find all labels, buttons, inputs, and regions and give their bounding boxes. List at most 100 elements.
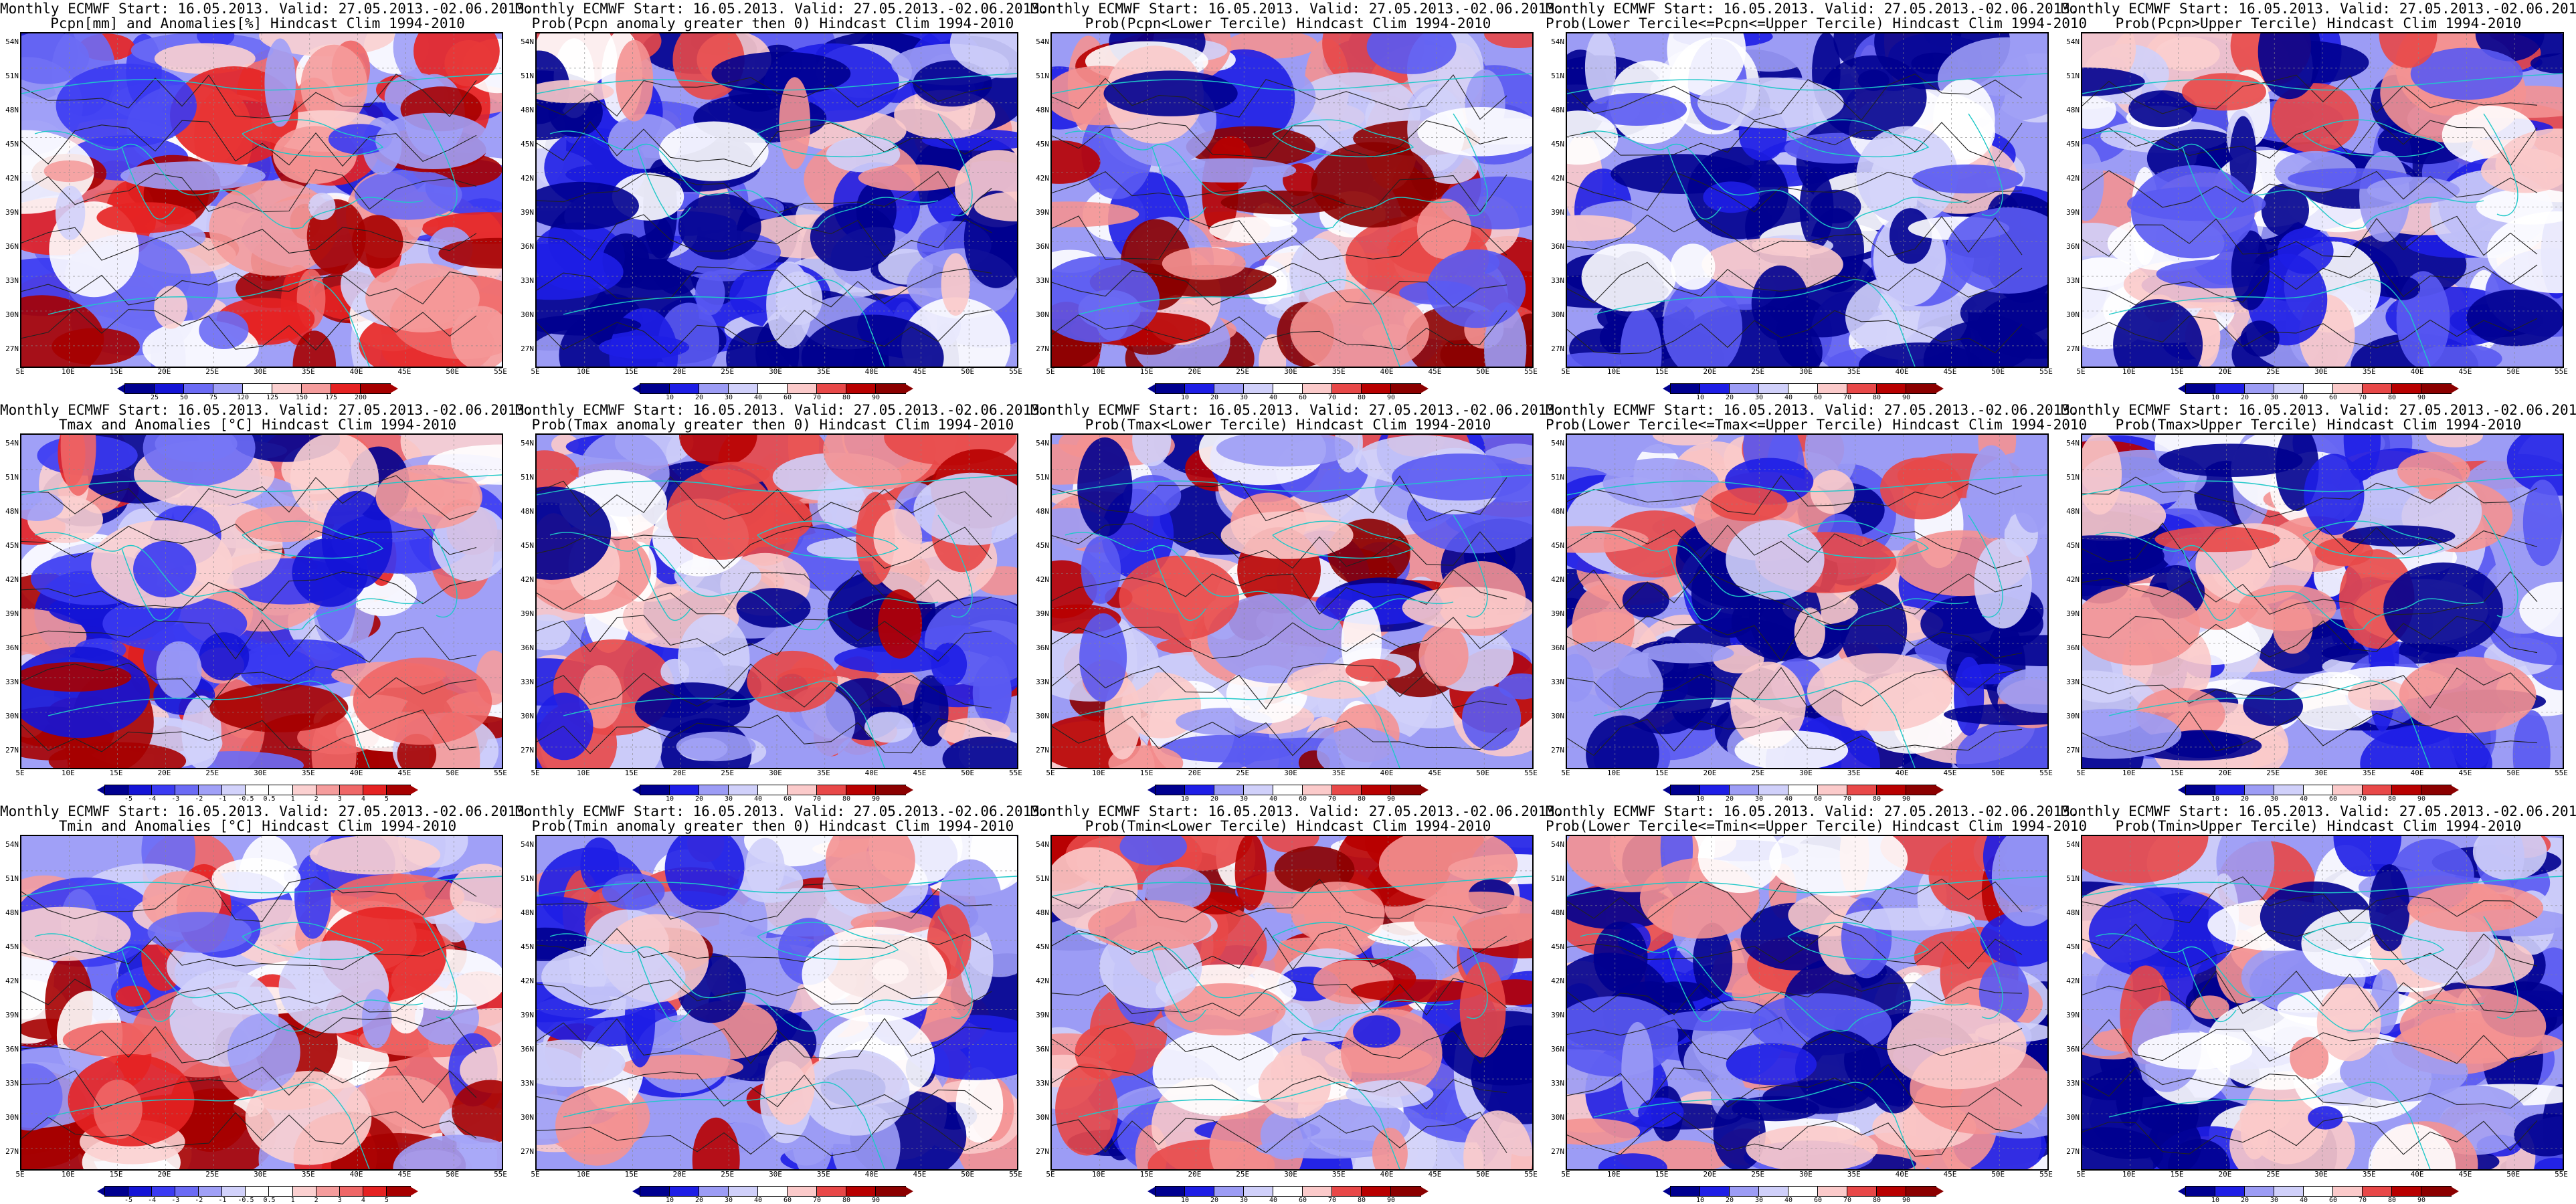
colorbar-swatch bbox=[2332, 1186, 2363, 1197]
latitude-tick-label: 27N bbox=[2066, 746, 2080, 755]
colorbar-swatch bbox=[242, 383, 273, 394]
longitude-tick-label: 55E bbox=[494, 367, 507, 376]
longitude-tick-label: 40E bbox=[349, 769, 363, 777]
colorbar-swatch bbox=[385, 1186, 411, 1197]
colorbar-arrow-left bbox=[2178, 384, 2186, 393]
colorbar-swatch bbox=[272, 383, 302, 394]
longitude-tick-label: 5E bbox=[2076, 1170, 2086, 1179]
latitude-tick-label: 54N bbox=[521, 37, 534, 46]
latitude-tick-label: 45N bbox=[1551, 942, 1564, 951]
longitude-tick-label: 40E bbox=[1380, 1170, 1394, 1179]
longitude-tick-label: 55E bbox=[2555, 367, 2568, 376]
latitude-tick-label: 48N bbox=[2066, 106, 2080, 114]
colorbar bbox=[632, 785, 913, 795]
longitude-tick-label: 30E bbox=[769, 1170, 782, 1179]
colorbar-swatch bbox=[2244, 785, 2275, 795]
colorbar-swatch bbox=[1758, 383, 1789, 394]
colorbar-swatch bbox=[2362, 785, 2393, 795]
colorbar-tick-label: 60 bbox=[783, 1197, 792, 1204]
forecast-map bbox=[1052, 435, 1532, 768]
longitude-tick-label: 10E bbox=[2122, 769, 2136, 777]
latitude-tick-label: 45N bbox=[2066, 541, 2080, 550]
latitude-tick-label: 33N bbox=[521, 276, 534, 285]
forecast-map bbox=[537, 836, 1017, 1169]
latitude-tick-label: 54N bbox=[2066, 439, 2080, 447]
longitude-tick-label: 20E bbox=[1188, 1170, 1202, 1179]
colorbar-tick-label: 90 bbox=[871, 795, 881, 803]
colorbar-swatch bbox=[339, 1186, 364, 1197]
latitude-tick-label: 42N bbox=[521, 575, 534, 584]
longitude-tick-label: 20E bbox=[157, 1170, 171, 1179]
colorbar-swatch bbox=[104, 785, 130, 795]
longitude-tick-label: 35E bbox=[816, 769, 830, 777]
colorbar-tick-label: 70 bbox=[1843, 1197, 1852, 1204]
longitude-tick-label: 35E bbox=[1847, 1170, 1861, 1179]
longitude-tick-label: 10E bbox=[61, 769, 75, 777]
latitude-tick-label: 33N bbox=[1036, 276, 1049, 285]
colorbar-arrow-left bbox=[1147, 1187, 1156, 1196]
colorbar-tick-label: 3 bbox=[337, 1197, 342, 1204]
forecast-map bbox=[1567, 435, 2047, 768]
longitude-tick-label: 5E bbox=[2076, 367, 2086, 376]
longitude-tick-label: 15E bbox=[1655, 769, 1669, 777]
colorbar-tick-label: 4 bbox=[361, 1197, 365, 1204]
panel-title: Monthly ECMWF Start: 16.05.2013. Valid: … bbox=[515, 803, 1048, 819]
forecast-map bbox=[1567, 33, 2047, 367]
longitude-tick-label: 45E bbox=[397, 769, 411, 777]
latitude-tick-label: 54N bbox=[5, 840, 19, 849]
map-area bbox=[1050, 32, 1534, 368]
colorbar-tick-label: -0.5 bbox=[238, 1197, 254, 1204]
colorbar-swatch bbox=[1243, 785, 1274, 795]
colorbar-tick-label: 2 bbox=[314, 1197, 318, 1204]
longitude-tick-label: 40E bbox=[1380, 367, 1394, 376]
longitude-tick-label: 40E bbox=[1895, 367, 1909, 376]
colorbar-tick-label: 10 bbox=[1695, 795, 1705, 803]
longitude-tick-label: 25E bbox=[1236, 769, 1250, 777]
colorbar-swatch bbox=[1788, 383, 1819, 394]
latitude-tick-label: 30N bbox=[5, 1113, 19, 1122]
colorbar-tick-label: 10 bbox=[2211, 1197, 2220, 1204]
longitude-tick-label: 20E bbox=[672, 1170, 686, 1179]
colorbar-swatch bbox=[787, 383, 818, 394]
colorbar-swatch bbox=[757, 785, 788, 795]
latitude-tick-label: 36N bbox=[521, 242, 534, 251]
colorbar-arrow-right bbox=[1420, 384, 1429, 393]
longitude-tick-label: 20E bbox=[1188, 769, 1202, 777]
longitude-tick-label: 15E bbox=[1139, 769, 1154, 777]
longitude-tick-label: 5E bbox=[1561, 367, 1570, 376]
colorbar-arrow-left bbox=[97, 785, 105, 795]
colorbar-tick-label: 90 bbox=[2417, 795, 2426, 803]
longitude-tick-label: 25E bbox=[205, 1170, 219, 1179]
colorbar-tick-label: -1 bbox=[218, 795, 227, 803]
colorbar-tick-label: 40 bbox=[1784, 394, 1793, 401]
longitude-tick-label: 15E bbox=[1655, 1170, 1669, 1179]
colorbar-tick-label: 30 bbox=[1239, 795, 1249, 803]
colorbar-swatch bbox=[816, 383, 847, 394]
colorbar-swatch bbox=[245, 785, 270, 795]
colorbar-swatch bbox=[640, 1186, 670, 1197]
colorbar-swatch bbox=[2332, 785, 2363, 795]
panel-title: Monthly ECMWF Start: 16.05.2013. Valid: … bbox=[0, 1, 533, 17]
colorbar-swatch bbox=[2244, 383, 2275, 394]
colorbar-tick-label: 30 bbox=[2270, 795, 2279, 803]
colorbar bbox=[97, 1186, 418, 1197]
colorbar bbox=[632, 383, 913, 394]
colorbar-tick-label: 10 bbox=[1695, 394, 1705, 401]
panel-subtitle: Prob(Tmin anomaly greater then 0) Hindca… bbox=[531, 818, 1014, 834]
colorbar-swatch bbox=[221, 785, 247, 795]
colorbar-swatch bbox=[128, 1186, 153, 1197]
latitude-tick-label: 27N bbox=[5, 1147, 19, 1156]
forecast-map bbox=[21, 836, 502, 1169]
longitude-tick-label: 5E bbox=[531, 769, 540, 777]
colorbar-swatch bbox=[385, 785, 411, 795]
latitude-tick-label: 51N bbox=[521, 72, 534, 80]
latitude-tick-label: 48N bbox=[1036, 507, 1049, 516]
panel-subtitle: Tmin and Anomalies [°C] Hindcast Clim 19… bbox=[58, 818, 457, 834]
colorbar-tick-label: 60 bbox=[783, 795, 792, 803]
colorbar-tick-label: -4 bbox=[148, 1197, 157, 1204]
colorbar-tick-label: 30 bbox=[724, 394, 733, 401]
colorbar bbox=[1663, 383, 1944, 394]
colorbar-arrow-right bbox=[905, 384, 913, 393]
colorbar-tick-label: 125 bbox=[266, 394, 279, 401]
longitude-tick-label: 40E bbox=[349, 367, 363, 376]
